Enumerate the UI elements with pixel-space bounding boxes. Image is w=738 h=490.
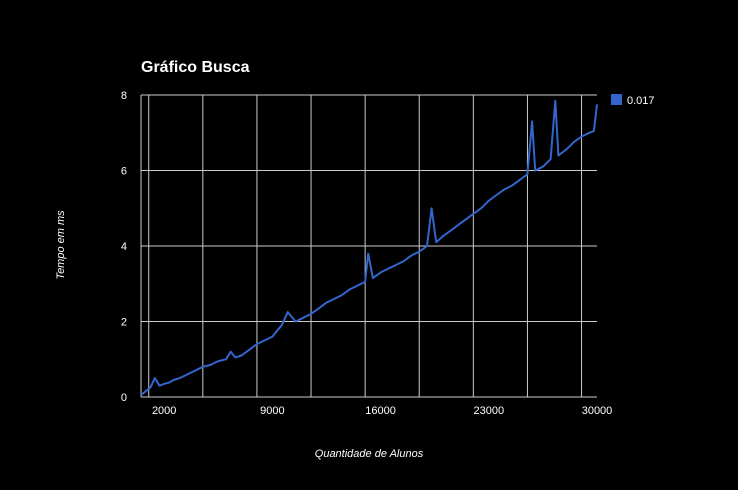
y-tick-label: 4 [121, 241, 127, 253]
series-line-0 [140, 99, 598, 396]
x-axis-label: Quantidade de Alunos [315, 448, 424, 460]
y-tick-label: 0 [121, 392, 127, 404]
y-tick-label: 8 [121, 90, 127, 102]
y-tick-label: 6 [121, 166, 127, 178]
x-tick-label: 30000 [582, 405, 613, 417]
grid [140, 94, 597, 398]
legend-swatch [611, 94, 622, 105]
legend-label: 0.017 [627, 95, 655, 107]
tick-labels: 0 2 4 6 8 2000 9000 16000 23000 30000 [121, 90, 612, 417]
legend: 0.017 [611, 94, 655, 107]
x-tick-label: 9000 [260, 405, 284, 417]
series-layer [140, 99, 598, 396]
x-tick-label: 16000 [365, 405, 396, 417]
y-axis-label: Tempo em ms [55, 210, 67, 280]
y-tick-label: 2 [121, 317, 127, 329]
x-tick-label: 23000 [473, 405, 504, 417]
x-tick-label: 2000 [152, 405, 176, 417]
chart-title: Gráfico Busca [141, 59, 250, 76]
